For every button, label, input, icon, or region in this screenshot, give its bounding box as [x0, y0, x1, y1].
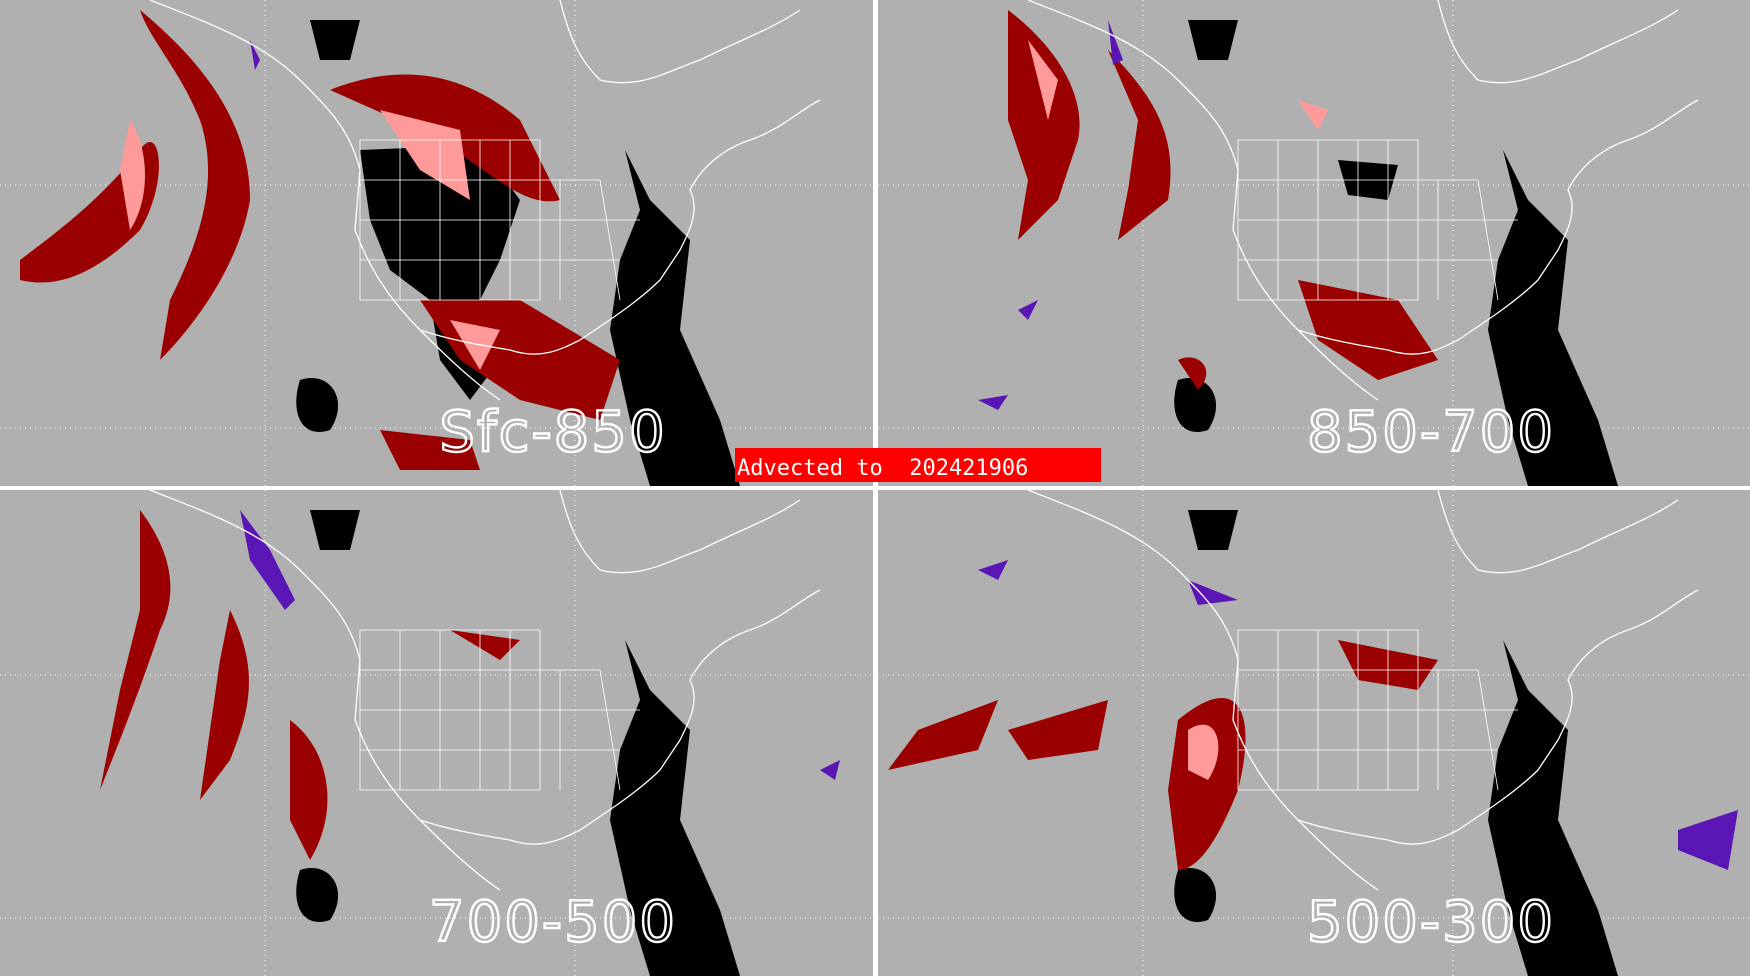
dark-red-region	[1298, 280, 1438, 380]
dark-red-region	[200, 610, 249, 800]
pressure-layer-label: 700-500	[429, 890, 677, 955]
dark-red-region	[450, 630, 520, 660]
panel-3: 500-300	[878, 489, 1750, 976]
purple-region	[1018, 300, 1038, 320]
banner-text: Advected to 202421906	[737, 456, 1028, 482]
purple-region	[820, 760, 840, 780]
dark-red-region	[380, 430, 480, 470]
pink-region	[1188, 724, 1219, 780]
dark-red-region	[1108, 50, 1171, 240]
dark-red-region	[888, 700, 998, 770]
purple-region	[1188, 580, 1238, 605]
pink-region	[1298, 100, 1328, 130]
dark-red-region	[1008, 10, 1080, 240]
pressure-layer-label: 850-700	[1307, 400, 1555, 465]
dark-red-region	[100, 510, 171, 790]
black-region	[296, 868, 339, 922]
panel-2: 700-500	[0, 489, 873, 976]
black-region	[1188, 510, 1238, 550]
panel-0: Sfc-850	[0, 0, 873, 486]
black-region	[1488, 150, 1618, 486]
purple-region	[250, 40, 260, 70]
purple-region	[978, 560, 1008, 580]
advected-to-banner: Advected to 202421906	[735, 448, 1101, 482]
black-region	[1174, 378, 1217, 432]
dark-red-region	[1008, 700, 1108, 760]
pink-region	[120, 120, 145, 230]
black-region	[310, 20, 360, 60]
dark-red-region	[1168, 697, 1246, 870]
banner-value: 202421906	[909, 456, 1029, 481]
horizontal-divider	[0, 486, 1750, 490]
pink-region	[380, 110, 470, 200]
banner-label: Advected to	[737, 456, 883, 481]
black-region	[1188, 20, 1238, 60]
state-borders	[1237, 629, 1518, 791]
pressure-layer-label: 500-300	[1307, 890, 1555, 955]
black-region	[610, 640, 740, 976]
state-borders	[359, 139, 640, 301]
state-borders	[359, 629, 640, 791]
panel-1: 850-700	[878, 0, 1750, 486]
black-region	[310, 510, 360, 550]
black-region	[296, 378, 339, 432]
purple-region	[1108, 20, 1123, 65]
dark-red-region	[140, 10, 250, 360]
black-region	[1488, 640, 1618, 976]
dark-red-region	[1178, 357, 1207, 390]
pink-region	[1028, 40, 1058, 120]
pressure-layer-label: Sfc-850	[439, 400, 666, 465]
pink-region	[450, 320, 500, 370]
black-region	[610, 150, 740, 486]
purple-region	[978, 395, 1008, 410]
purple-region	[1678, 810, 1738, 870]
black-region	[1174, 868, 1217, 922]
dark-red-region	[290, 720, 328, 860]
state-borders	[1237, 139, 1518, 301]
